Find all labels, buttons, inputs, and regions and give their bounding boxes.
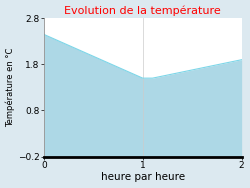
Title: Evolution de la température: Evolution de la température <box>64 6 221 16</box>
Y-axis label: Température en °C: Température en °C <box>6 48 15 127</box>
X-axis label: heure par heure: heure par heure <box>101 172 185 182</box>
